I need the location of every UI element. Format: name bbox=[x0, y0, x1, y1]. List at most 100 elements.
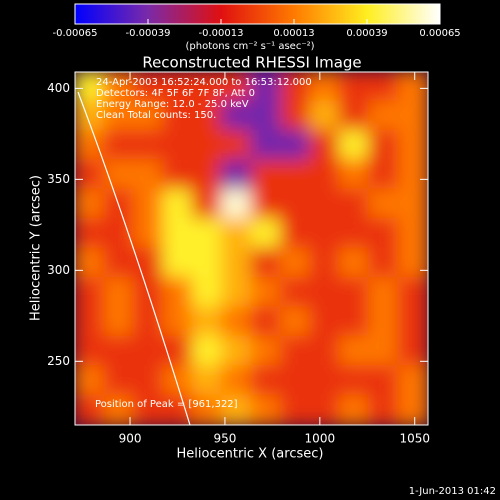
image-cell bbox=[191, 247, 224, 279]
image-cell bbox=[397, 365, 428, 397]
image-cell bbox=[279, 218, 312, 250]
image-cell bbox=[132, 335, 165, 368]
image-cell bbox=[309, 247, 341, 279]
image-cell bbox=[279, 276, 312, 309]
image-cell bbox=[309, 72, 341, 103]
image-cell bbox=[191, 394, 224, 425]
image-cell bbox=[368, 247, 400, 279]
image-cell bbox=[309, 394, 341, 425]
image-cell bbox=[75, 276, 106, 309]
image-cell bbox=[309, 218, 341, 250]
image-cell bbox=[191, 306, 224, 338]
image-cell bbox=[338, 276, 371, 309]
image-cell bbox=[250, 72, 282, 103]
image-cell bbox=[132, 218, 165, 250]
image-cell bbox=[309, 188, 341, 221]
image-cell bbox=[309, 365, 341, 397]
image-cell bbox=[368, 365, 400, 397]
image-cell bbox=[368, 72, 400, 103]
image-cell bbox=[368, 276, 400, 309]
image-cell bbox=[397, 159, 428, 191]
image-cell bbox=[75, 129, 106, 162]
image-cell bbox=[75, 335, 106, 368]
image-cell bbox=[279, 306, 312, 338]
image-cell bbox=[338, 218, 371, 250]
image-cell bbox=[309, 129, 341, 162]
image-cell bbox=[221, 72, 253, 103]
image-cell bbox=[162, 159, 194, 191]
image-cell bbox=[250, 218, 282, 250]
y-axis-label: Heliocentric Y (arcsec) bbox=[29, 175, 44, 321]
plot-frame bbox=[74, 71, 429, 426]
image-cell bbox=[75, 188, 106, 221]
image-cell bbox=[162, 306, 194, 338]
image-cell bbox=[338, 72, 371, 103]
image-cell bbox=[368, 129, 400, 162]
annotation: 24-Apr-2003 16:52:24.000 to 16:53:12.000 bbox=[96, 77, 312, 88]
image-cell bbox=[368, 100, 400, 132]
image-cell bbox=[250, 100, 282, 132]
x-tick-label: 1000 bbox=[305, 432, 336, 446]
image-cell bbox=[162, 100, 194, 132]
image-cell bbox=[250, 306, 282, 338]
image-cell bbox=[397, 188, 428, 221]
image-cell bbox=[368, 218, 400, 250]
image-cell bbox=[397, 394, 428, 425]
image-cell bbox=[162, 72, 194, 103]
image-cell bbox=[221, 218, 253, 250]
image-cell bbox=[368, 335, 400, 368]
annotation: Energy Range: 12.0 - 25.0 keV bbox=[96, 99, 249, 110]
image-cell bbox=[338, 365, 371, 397]
image-cell bbox=[221, 306, 253, 338]
image-cell bbox=[75, 159, 106, 191]
image-cell bbox=[221, 100, 253, 132]
image-cell bbox=[279, 72, 312, 103]
image-cell bbox=[191, 188, 224, 221]
image-cell bbox=[132, 100, 165, 132]
colorbar-tick-label: 0.00013 bbox=[273, 28, 314, 39]
image-cell bbox=[132, 247, 165, 279]
image-cell bbox=[397, 276, 428, 309]
footer: 1-Jun-2013 01:42 bbox=[409, 486, 496, 497]
image-cell bbox=[397, 72, 428, 103]
image-cell bbox=[162, 365, 194, 397]
image-cell bbox=[132, 72, 165, 103]
image-cell bbox=[132, 188, 165, 221]
image-cell bbox=[75, 247, 106, 279]
image-cell bbox=[132, 306, 165, 338]
image-cell bbox=[338, 394, 371, 425]
x-tick-label: 950 bbox=[213, 432, 236, 446]
colorbar bbox=[74, 3, 441, 25]
image-cell bbox=[132, 129, 165, 162]
image-cell bbox=[250, 129, 282, 162]
image-cell bbox=[191, 218, 224, 250]
image-cell bbox=[221, 276, 253, 309]
image-cell bbox=[279, 188, 312, 221]
image-cell bbox=[309, 335, 341, 368]
colorbar-tick-label: -0.00065 bbox=[53, 28, 98, 39]
image-cell bbox=[75, 394, 106, 425]
image-cell bbox=[250, 159, 282, 191]
image-cell bbox=[338, 159, 371, 191]
image-cell bbox=[338, 247, 371, 279]
image-cell bbox=[309, 306, 341, 338]
image-cell bbox=[338, 306, 371, 338]
image bbox=[75, 72, 428, 425]
image-cell bbox=[279, 365, 312, 397]
image-cell bbox=[397, 306, 428, 338]
image-cell bbox=[221, 365, 253, 397]
image-cell bbox=[250, 335, 282, 368]
image-cell bbox=[368, 394, 400, 425]
image-cell bbox=[75, 365, 106, 397]
image-cell bbox=[338, 335, 371, 368]
image-cell bbox=[397, 100, 428, 132]
image-cell bbox=[75, 306, 106, 338]
image-cell bbox=[191, 365, 224, 397]
x-tick-label: 1050 bbox=[399, 432, 430, 446]
image-cell bbox=[338, 188, 371, 221]
image-cell bbox=[309, 276, 341, 309]
image-cell bbox=[162, 247, 194, 279]
image-cell bbox=[103, 276, 135, 309]
image-cell bbox=[103, 100, 135, 132]
image-cell bbox=[250, 188, 282, 221]
